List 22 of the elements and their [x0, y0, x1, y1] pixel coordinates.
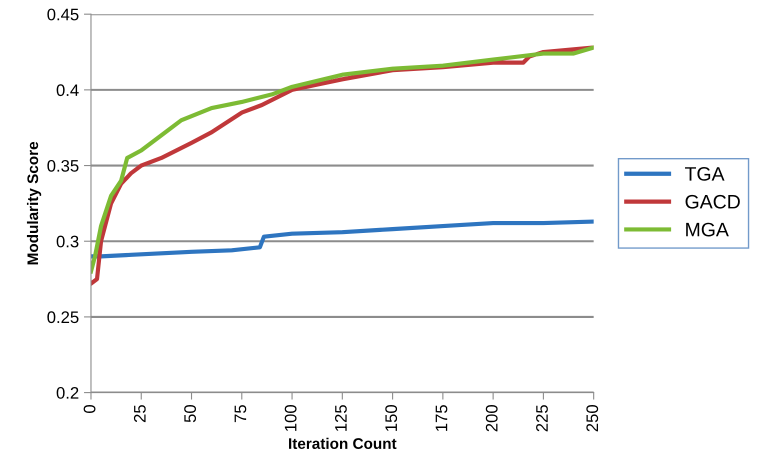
x-tick-label: 175 — [436, 405, 448, 431]
x-tick-label: 200 — [486, 405, 498, 432]
x-tick-label: 0 — [84, 405, 96, 414]
y-tick-label: 0.2 — [56, 386, 78, 399]
x-tick-label: 125 — [334, 405, 347, 431]
x-tick-label: 75 — [234, 405, 246, 422]
y-tick-label: 0.35 — [47, 160, 78, 172]
y-tick-label: 0.45 — [47, 8, 78, 20]
x-tick-label: 25 — [134, 405, 146, 422]
y-tick-label: 0.4 — [56, 84, 79, 96]
legend-label: GACD — [686, 194, 740, 209]
x-tick-label: 250 — [586, 405, 598, 432]
x-tick-label: 100 — [284, 405, 297, 431]
legend-label: TGA — [685, 166, 725, 181]
x-tick-label: 50 — [184, 405, 196, 422]
y-tick-label: 0.25 — [47, 311, 78, 324]
x-tick-label: 150 — [385, 405, 398, 431]
y-axis-title: Modularity Score — [26, 142, 42, 264]
x-axis-title: Iteration Count — [289, 438, 396, 449]
y-tick-label: 0.3 — [56, 236, 78, 248]
x-tick-label: 225 — [536, 405, 548, 432]
legend-label: MGA — [686, 222, 729, 236]
